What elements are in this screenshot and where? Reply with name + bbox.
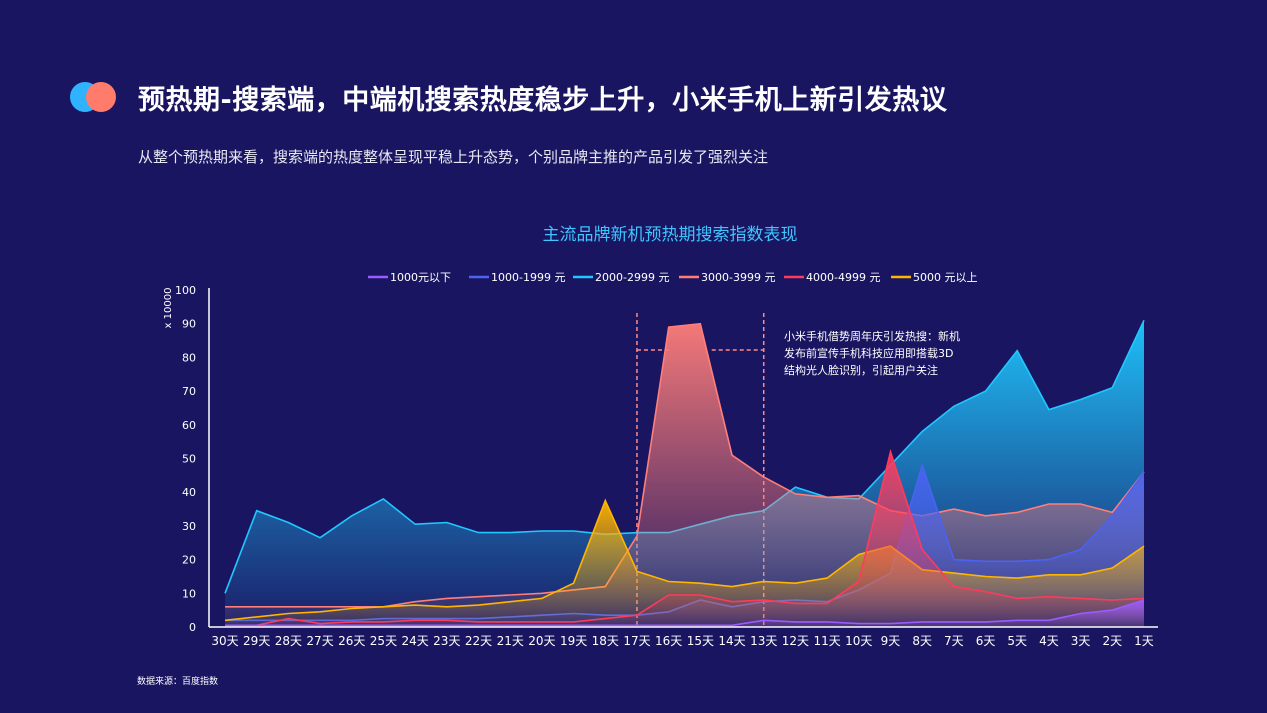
x-tick-label: 30天 <box>211 634 238 648</box>
series-area <box>225 451 1144 627</box>
x-tick-label: 8天 <box>912 634 932 648</box>
x-tick-label: 7天 <box>944 634 964 648</box>
x-tick-label: 1天 <box>1134 634 1154 648</box>
x-tick-label: 22天 <box>465 634 492 648</box>
y-tick-label: 100 <box>175 284 196 297</box>
y-tick-label: 80 <box>182 351 196 364</box>
x-tick-label: 4天 <box>1039 634 1059 648</box>
x-tick-label: 23天 <box>433 634 460 648</box>
legend-label: 2000-2999 元 <box>595 271 669 284</box>
chart-axes: 0 10 20 30 40 50 60 70 80 90 100 30天 29天 28天 27天 26天 25天… <box>175 284 1158 648</box>
x-tick-label: 27天 <box>306 634 333 648</box>
x-tick-label: 19天 <box>560 634 587 648</box>
data-source: 数据来源：百度指数 <box>137 677 219 687</box>
legend-label: 1000-1999 元 <box>491 271 565 284</box>
x-tick-label: 18天 <box>592 634 619 648</box>
y-tick-label: 70 <box>182 385 196 398</box>
x-tick-label: 17天 <box>623 634 650 648</box>
coral-circle-icon <box>86 82 116 112</box>
y-axis-label: x 10000 <box>163 288 174 329</box>
series-areas <box>224 319 1145 627</box>
legend-label: 1000元以下 <box>390 271 451 284</box>
annotation-text: 小米手机借势周年庆引发热搜：新机 <box>784 329 960 343</box>
annotation-text: 发布前宣传手机科技应用即搭载3D <box>784 346 953 360</box>
x-tick-label: 24天 <box>401 634 428 648</box>
legend-label: 4000-4999 元 <box>806 271 880 284</box>
legend-label: 3000-3999 元 <box>701 271 775 284</box>
x-tick-label: 2天 <box>1102 634 1122 648</box>
x-tick-label: 28天 <box>275 634 302 648</box>
x-tick-label: 29天 <box>243 634 270 648</box>
chart-title: 主流品牌新机预热期搜索指数表现 <box>542 225 798 245</box>
logo-mark <box>70 82 120 114</box>
y-tick-label: 10 <box>182 587 196 600</box>
x-tick-label: 15天 <box>687 634 714 648</box>
annotation-text: 结构光人脸识别，引起用户关注 <box>784 363 938 377</box>
x-tick-label: 6天 <box>976 634 996 648</box>
x-tick-label: 14天 <box>718 634 745 648</box>
series-area <box>225 600 1144 627</box>
series-line <box>224 498 1145 622</box>
x-tick-label: 10天 <box>845 634 872 648</box>
series-line <box>225 448 1145 627</box>
x-tick-label: 21天 <box>497 634 524 648</box>
y-tick-label: 60 <box>182 419 196 432</box>
x-tick-label: 16天 <box>655 634 682 648</box>
y-tick-label: 0 <box>189 621 196 634</box>
x-tick-label: 3天 <box>1071 634 1091 648</box>
y-tick-label: 90 <box>182 318 196 331</box>
x-tick-label: 26天 <box>338 634 365 648</box>
series-line <box>225 599 1145 627</box>
y-tick-label: 50 <box>182 453 196 466</box>
x-tick-label: 12天 <box>782 634 809 648</box>
page-title: 预热期-搜索端，中端机搜索热度稳步上升，小米手机上新引发热议 <box>138 85 948 116</box>
x-tick-label: 25天 <box>370 634 397 648</box>
chart-legend: 1000元以下 1000-1999 元 2000-2999 元 3000-3999 元… <box>368 271 978 284</box>
y-tick-label: 30 <box>182 520 196 533</box>
x-tick-label: 13天 <box>750 634 777 648</box>
x-tick-label: 9天 <box>881 634 901 648</box>
y-tick-label: 20 <box>182 554 196 567</box>
x-tick-label: 11天 <box>813 634 840 648</box>
page-subtitle: 从整个预热期来看，搜索端的热度整体呈现平稳上升态势，个别品牌主推的产品引发了强烈… <box>138 148 769 166</box>
y-tick-label: 40 <box>182 486 196 499</box>
legend-label: 5000 元以上 <box>913 271 978 284</box>
x-tick-label: 5天 <box>1007 634 1027 648</box>
x-tick-label: 20天 <box>528 634 555 648</box>
